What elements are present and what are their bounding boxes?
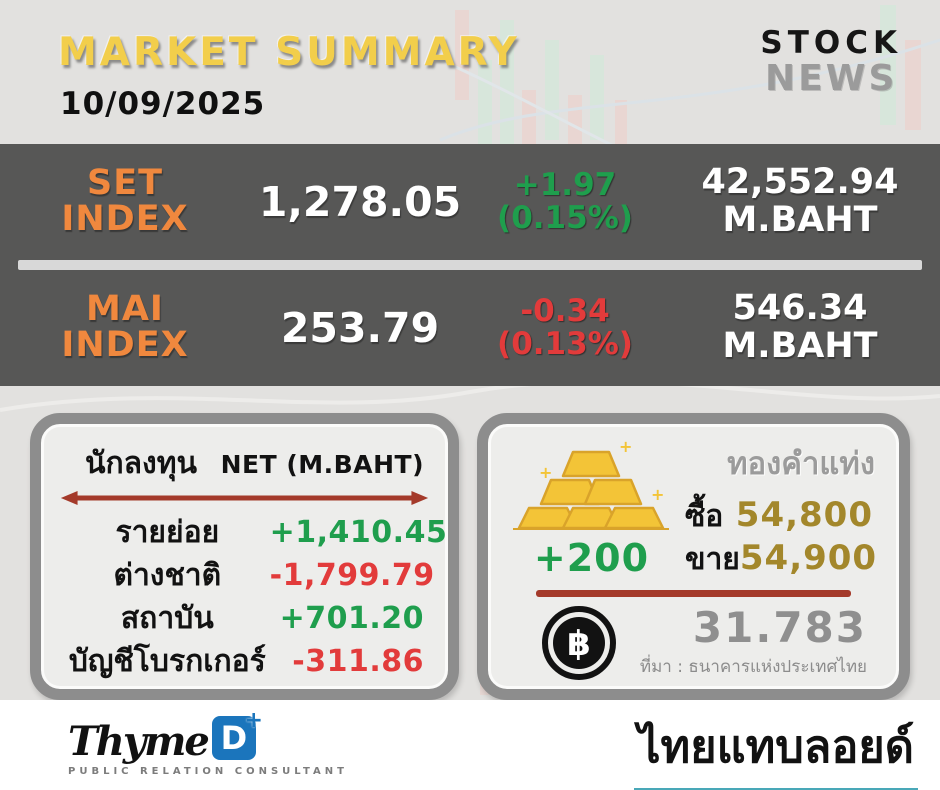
mai-index-change: -0.34 (0.13%) xyxy=(497,293,633,362)
set-index-change: +1.97 (0.15%) xyxy=(497,167,633,236)
thyme-logo-tagline: PUBLIC RELATION CONSULTANT xyxy=(68,766,348,777)
gold-fx-divider xyxy=(536,590,851,597)
gold-section: + + + +200 ทองคำแท่ง ซื้อ 54,800 xyxy=(508,437,879,580)
mai-index-label: MAI INDEX xyxy=(61,289,189,365)
footer: Thyme D + PUBLIC RELATION CONSULTANT ไทย… xyxy=(0,700,940,790)
gold-buy-label: ซื้อ xyxy=(684,499,724,534)
gold-buy-value: 54,800 xyxy=(735,495,873,535)
svg-text:+: + xyxy=(651,485,664,504)
stock-news-logo-line2: NEWS xyxy=(765,58,898,99)
investor-row-broker: บัญชีโบรกเกอร์ -311.86 xyxy=(68,644,424,679)
gold-buy-row: ซื้อ 54,800 xyxy=(675,494,875,537)
investor-row-institution: สถาบัน +701.20 xyxy=(120,601,424,636)
baht-coin-icon: ฿ xyxy=(542,605,616,680)
gold-title: ทองคำแท่ง xyxy=(727,446,875,482)
set-index-label: SET INDEX xyxy=(61,163,189,239)
thyme-d-logo: Thyme D + PUBLIC RELATION CONSULTANT xyxy=(68,708,348,777)
background: MARKET SUMMARY 10/09/2025 STOCK NEWS SET… xyxy=(0,0,940,700)
svg-text:+: + xyxy=(619,438,632,456)
investors-rows: รายย่อย +1,410.45 ต่างชาติ -1,799.79 สถา… xyxy=(59,511,448,683)
publisher-logo: ไทยแทบลอยด์ xyxy=(633,710,918,790)
gold-left-column: + + + +200 xyxy=(508,437,675,580)
mai-index-row: MAI INDEX 253.79 -0.34 (0.13%) 546.34 M.… xyxy=(0,270,940,386)
exchange-rate-block: 31.783 ที่มา : ธนาคารแห่งประเทศไทย xyxy=(616,603,873,680)
mai-index-value: 253.79 xyxy=(280,304,440,352)
investors-header: นักลงทุน NET (M.BAHT) xyxy=(59,436,430,487)
gold-change: +200 xyxy=(533,536,650,580)
cards-row: นักลงทุน NET (M.BAHT) รายย่อย +1,410.45 … xyxy=(30,413,910,700)
gold-bars-icon: + + + xyxy=(513,437,670,530)
mai-index-turnover: 546.34 M.BAHT xyxy=(722,288,878,366)
investors-card: นักลงทุน NET (M.BAHT) รายย่อย +1,410.45 … xyxy=(30,413,459,700)
stock-news-logo: STOCK NEWS xyxy=(760,28,902,97)
set-index-value: 1,278.05 xyxy=(258,178,462,226)
gold-sell-value: 54,900 xyxy=(739,537,878,578)
index-panel: SET INDEX 1,278.05 +1.97 (0.15%) 42,552.… xyxy=(0,144,940,386)
gold-right-column: ทองคำแท่ง ซื้อ 54,800 ขาย 54,900 xyxy=(675,438,879,580)
page-title: MARKET SUMMARY xyxy=(58,30,520,75)
investor-row-foreign: ต่างชาติ -1,799.79 xyxy=(113,558,435,593)
exchange-section: ฿ 31.783 ที่มา : ธนาคารแห่งประเทศไทย xyxy=(508,603,879,680)
set-index-row: SET INDEX 1,278.05 +1.97 (0.15%) 42,552.… xyxy=(0,144,940,260)
plus-icon: + xyxy=(244,708,263,733)
panel-divider xyxy=(18,260,922,270)
thyme-logo-d-badge: D + xyxy=(211,708,263,760)
gold-sell-row: ขาย 54,900 xyxy=(675,537,878,580)
set-index-turnover: 42,552.94 M.BAHT xyxy=(701,162,899,240)
report-date: 10/09/2025 xyxy=(60,86,266,122)
double-arrow-divider-icon xyxy=(60,491,429,505)
investor-row-retail: รายย่อย +1,410.45 xyxy=(115,515,448,550)
exchange-rate: 31.783 xyxy=(692,603,867,652)
thyme-logo-word: Thyme xyxy=(68,718,210,765)
investors-title: นักลงทุน xyxy=(85,446,197,481)
exchange-source: ที่มา : ธนาคารแห่งประเทศไทย xyxy=(639,657,867,678)
stock-news-logo-line1: STOCK xyxy=(760,25,902,61)
svg-text:฿: ฿ xyxy=(567,624,591,664)
gold-card: + + + +200 ทองคำแท่ง ซื้อ 54,800 xyxy=(477,413,910,700)
gold-sell-label: ขาย xyxy=(684,541,740,577)
svg-text:+: + xyxy=(539,463,552,482)
investors-net-header: NET (M.BAHT) xyxy=(220,450,424,479)
